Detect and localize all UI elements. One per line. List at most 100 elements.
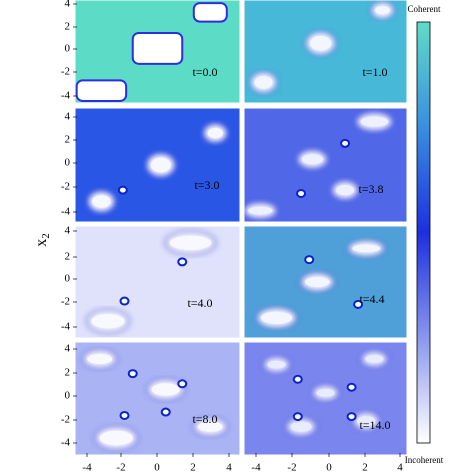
blob-core	[301, 154, 324, 165]
x-tick-label: -2	[116, 462, 125, 474]
blob-core	[207, 127, 223, 139]
panel-frame	[243, 0, 408, 104]
coherent-region	[131, 31, 184, 65]
blob-core	[316, 388, 335, 397]
panel	[75, 226, 240, 338]
defect	[177, 379, 188, 389]
blob-core	[91, 314, 125, 329]
blob-core	[254, 76, 273, 89]
panel-frame	[243, 341, 408, 456]
blob-core	[375, 6, 390, 15]
panel-label: t=4.4	[359, 292, 384, 306]
colorbar-top-label: Coherent	[408, 4, 441, 14]
blob-core	[92, 195, 111, 208]
blob-core	[267, 360, 286, 369]
y-tick-label: -2	[61, 66, 70, 78]
defect	[296, 189, 307, 198]
defect	[340, 138, 351, 148]
panel-label: t=3.8	[358, 182, 383, 196]
coherent-region	[75, 79, 128, 102]
x-tick-label: 2	[362, 462, 368, 474]
panel-frame	[243, 107, 408, 223]
x-tick-label: -2	[287, 462, 296, 474]
panel-label: t=0.0	[192, 65, 217, 79]
y-tick-label: 0	[65, 157, 71, 169]
x-tick-label: -4	[82, 462, 92, 474]
panel-frame	[74, 225, 241, 339]
y-tick-label: -4	[61, 437, 71, 449]
blob-core	[261, 311, 293, 324]
defect	[353, 299, 364, 309]
panel	[75, 342, 240, 455]
blob-core	[365, 355, 384, 363]
y-tick-label: 2	[65, 367, 71, 379]
defect	[292, 374, 303, 384]
y-tick-label: -4	[61, 90, 71, 102]
panel	[244, 226, 407, 338]
blob-core	[151, 383, 180, 396]
blob-core	[352, 244, 381, 253]
blob-core	[99, 430, 133, 446]
panel-label: t=8.0	[192, 412, 217, 426]
y-tick-label: 0	[65, 43, 71, 55]
panel-label: t=14.0	[359, 418, 390, 432]
colorbar-bottom-label: Incoherent	[405, 455, 444, 465]
y-tick-label: 4	[65, 343, 71, 355]
y-tick-label: -4	[61, 206, 71, 218]
panel-label: t=3.0	[194, 178, 219, 192]
blob-core	[169, 235, 212, 250]
defect	[304, 255, 315, 265]
panel-frame	[243, 225, 408, 339]
defect	[127, 369, 138, 379]
y-tick-label: 0	[65, 390, 71, 402]
blob-core	[150, 157, 171, 173]
blob-core	[309, 35, 332, 51]
panel-frame	[74, 0, 241, 104]
y-tick-label: 2	[65, 21, 71, 33]
blob-core	[336, 184, 355, 196]
defect	[117, 185, 128, 195]
y-tick-label: -2	[61, 296, 70, 308]
y-tick-label: 2	[65, 251, 71, 263]
defect	[119, 296, 130, 306]
defect	[292, 412, 303, 422]
y-tick-label: 4	[65, 225, 71, 237]
x-tick-label: 0	[154, 462, 160, 474]
panel	[244, 342, 407, 455]
panel-label: t=1.0	[362, 65, 387, 79]
x-tick-label: 4	[397, 462, 403, 474]
blob-core	[248, 206, 273, 215]
blob-core	[305, 277, 330, 287]
blob-core	[357, 416, 376, 427]
defect	[177, 257, 188, 267]
y-axis-label: x2	[33, 233, 52, 247]
defect	[160, 407, 171, 417]
colorbar	[416, 21, 431, 444]
y-tick-label: -4	[61, 321, 71, 333]
x-tick-label: -4	[251, 462, 261, 474]
defect	[346, 382, 357, 392]
panel-label: t=4.0	[187, 296, 212, 310]
y-tick-label: -2	[61, 181, 70, 193]
y-tick-label: 0	[65, 273, 71, 285]
y-tick-label: 4	[65, 0, 71, 10]
y-tick-label: 4	[65, 111, 71, 123]
y-tick-label: -2	[61, 414, 70, 426]
panel	[244, 108, 407, 222]
blob-core	[87, 353, 113, 364]
x-tick-label: 2	[190, 462, 196, 474]
x-tick-label: 0	[326, 462, 332, 474]
x-tick-label: 4	[226, 462, 232, 474]
panel-frame	[74, 341, 241, 456]
panel	[244, 0, 407, 103]
y-label-main: x	[33, 239, 50, 247]
panel	[75, 0, 240, 103]
panel	[75, 108, 240, 222]
y-label-sub: 2	[40, 233, 52, 239]
defect	[119, 410, 130, 420]
blob-core	[290, 421, 312, 432]
blob-core	[360, 116, 389, 127]
coherent-region	[192, 2, 228, 23]
y-tick-label: 2	[65, 134, 71, 146]
